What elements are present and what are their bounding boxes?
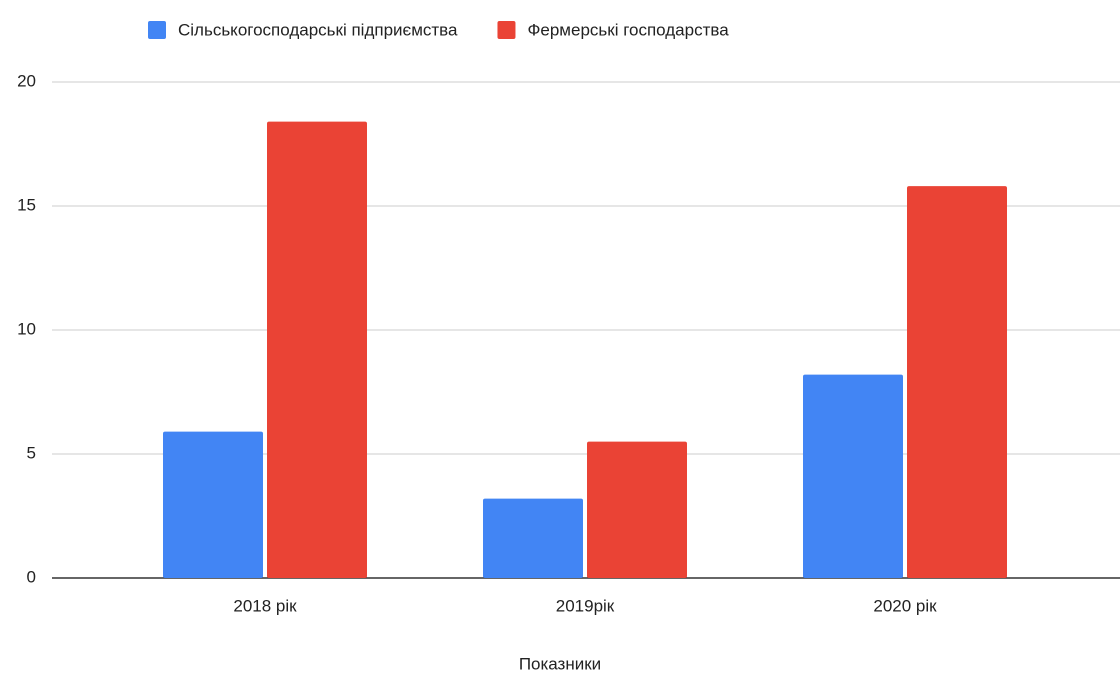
x-tick-label: 2020 рік: [873, 596, 937, 615]
x-tick-label: 2019рік: [556, 596, 615, 615]
legend-swatch: [148, 21, 166, 39]
bar: [803, 374, 903, 578]
bar: [907, 186, 1007, 578]
y-tick-label: 20: [17, 71, 36, 90]
y-tick-label: 15: [17, 195, 36, 214]
legend-label: Сільськогосподарські підприємства: [178, 20, 458, 39]
y-tick-label: 5: [27, 443, 36, 462]
bar: [267, 121, 367, 579]
y-tick-label: 0: [27, 567, 36, 586]
x-tick-label: 2018 рік: [233, 596, 297, 615]
legend-swatch: [497, 21, 516, 39]
x-axis-label: Показники: [519, 654, 601, 673]
bar: [483, 498, 583, 578]
bar: [163, 431, 263, 578]
bar: [587, 441, 687, 578]
y-tick-label: 10: [17, 319, 36, 338]
legend-label: Фермерські господарства: [527, 20, 729, 39]
